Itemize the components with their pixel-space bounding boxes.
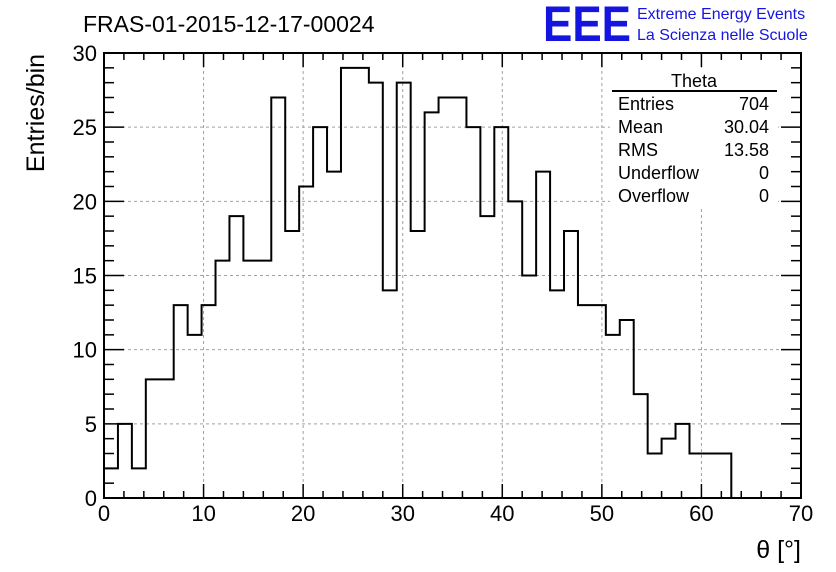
stats-label: Overflow [618, 186, 690, 206]
x-tick-label: 20 [291, 501, 315, 526]
stats-value: 0 [759, 186, 769, 206]
stats-label: Mean [618, 117, 663, 137]
x-tick-label: 60 [689, 501, 713, 526]
stats-label: Entries [618, 94, 674, 114]
x-tick-label: 0 [98, 501, 110, 526]
stats-box: Theta Entries 704 Mean 30.04 RMS 13.58 Underfl… [610, 70, 778, 208]
stats-value: 30.04 [724, 117, 769, 137]
stats-rows: Entries 704 Mean 30.04 RMS 13.58 Underflow 0 Ove… [618, 94, 769, 206]
y-tick-label: 30 [73, 41, 97, 66]
y-tick-label: 10 [73, 338, 97, 363]
y-tick-label: 5 [85, 412, 97, 437]
x-tick-label: 10 [191, 501, 215, 526]
stats-value: 13.58 [724, 140, 769, 160]
y-axis-label: Entries/bin [22, 54, 50, 172]
stats-label: RMS [618, 140, 658, 160]
stats-box-bg [610, 70, 778, 208]
axis-ticks: 0 10 20 30 40 50 60 70 0 5 10 15 20 25 30 [73, 41, 814, 526]
logo-line-2: La Scienza nelle Scuole [637, 27, 808, 44]
x-tick-label: 30 [390, 501, 414, 526]
y-tick-label: 25 [73, 115, 97, 140]
histogram-series [103, 66, 801, 499]
x-tick-label: 40 [490, 501, 514, 526]
eee-logo: EEE Extreme Energy Events La Scienza nel… [543, 0, 808, 52]
chart-title: FRAS-01-2015-12-17-00024 [83, 11, 375, 37]
stats-value: 0 [759, 163, 769, 183]
y-tick-label: 0 [85, 486, 97, 511]
stats-title: Theta [671, 71, 718, 91]
stats-value: 704 [739, 94, 769, 114]
y-tick-label: 20 [73, 189, 97, 214]
x-axis-label: θ [°] [756, 536, 801, 564]
logo-line-1: Extreme Energy Events [637, 6, 805, 23]
logo-mark: EEE [543, 0, 631, 52]
y-tick-label: 15 [73, 264, 97, 289]
x-tick-label: 50 [590, 501, 614, 526]
stats-label: Underflow [618, 163, 700, 183]
x-tick-label: 70 [789, 501, 813, 526]
